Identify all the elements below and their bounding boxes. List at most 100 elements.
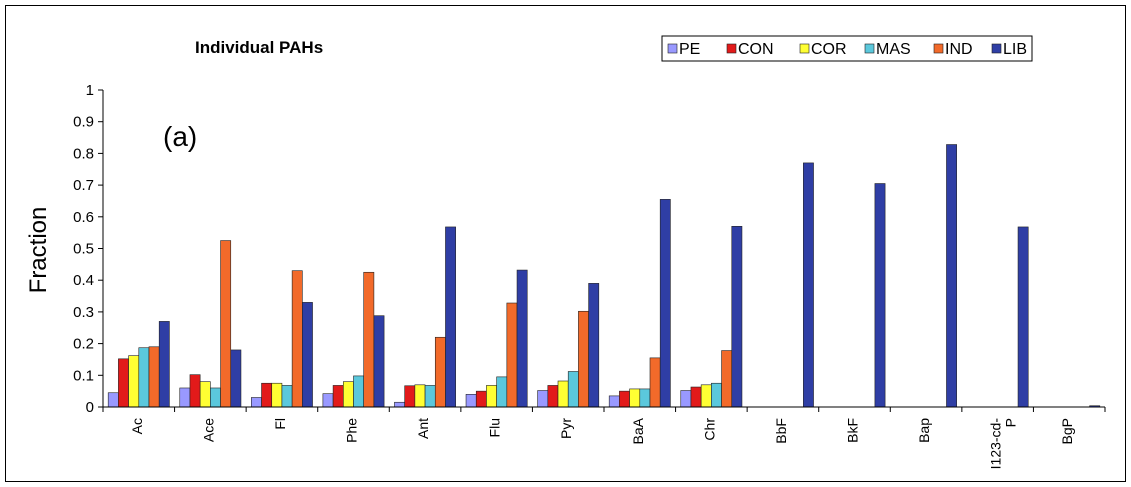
x-tick-label: BkF bbox=[845, 418, 861, 443]
y-tick-label: 0.5 bbox=[73, 241, 94, 258]
bar-cor-ace bbox=[199, 381, 211, 408]
legend-label-ind: IND bbox=[945, 41, 973, 58]
bar-pe-pyr bbox=[537, 390, 549, 408]
bar-mas-flu bbox=[496, 376, 508, 408]
bar-mas-pyr bbox=[567, 371, 579, 408]
chart-title: Individual PAHs bbox=[195, 38, 323, 57]
legend-label-pe: PE bbox=[679, 41, 700, 58]
bar-pe-ace bbox=[179, 387, 191, 408]
bar-ind-phe bbox=[363, 271, 375, 408]
y-tick-label: 0.2 bbox=[73, 336, 94, 353]
x-tick-label: BbF bbox=[773, 418, 789, 444]
bar-con-chr bbox=[690, 386, 702, 408]
x-tick-label: Fl bbox=[272, 418, 288, 430]
x-tick-label: Flu bbox=[487, 418, 503, 437]
legend-swatch-con bbox=[726, 43, 737, 54]
bar-ind-pyr bbox=[578, 310, 589, 408]
x-tick-label: BgP bbox=[1059, 418, 1075, 444]
x-tick-label: Chr bbox=[701, 418, 717, 441]
bar-ind-fl bbox=[291, 270, 303, 408]
bar-ind-flu bbox=[506, 302, 518, 408]
x-tick-label: Phe bbox=[344, 418, 360, 443]
bar-pe-baa bbox=[608, 395, 620, 408]
bar-con-pyr bbox=[547, 385, 559, 408]
bar-lib-ant bbox=[445, 226, 456, 408]
bar-mas-chr bbox=[711, 382, 722, 408]
legend-swatch-ind bbox=[933, 43, 944, 54]
x-tick-label: Bap bbox=[916, 418, 932, 443]
bar-pe-chr bbox=[680, 390, 692, 408]
bar-lib-ace bbox=[230, 349, 242, 408]
bar-lib-fl bbox=[302, 302, 313, 408]
panel-label: (a) bbox=[163, 121, 197, 152]
bars bbox=[107, 144, 1101, 408]
bar-lib-ac bbox=[158, 321, 170, 408]
bar-con-flu bbox=[475, 390, 487, 408]
x-tick-label: BaA bbox=[630, 417, 646, 444]
bar-ind-ac bbox=[148, 346, 160, 408]
y-tick-label: 0.1 bbox=[73, 367, 94, 384]
bar-ind-chr bbox=[721, 350, 733, 408]
bar-lib-chr bbox=[731, 226, 743, 408]
bar-con-fl bbox=[261, 382, 273, 408]
bar-mas-ant bbox=[424, 385, 436, 408]
bar-lib-bkf bbox=[874, 183, 886, 408]
bar-mas-fl bbox=[281, 385, 293, 408]
x-tick-label: Pyr bbox=[558, 418, 574, 439]
y-tick-label: 0.6 bbox=[73, 209, 94, 226]
bar-con-ace bbox=[189, 374, 201, 408]
bar-mas-ace bbox=[210, 387, 221, 408]
bar-mas-ac bbox=[138, 347, 150, 408]
bar-mas-baa bbox=[639, 388, 651, 408]
y-tick-label: 0.7 bbox=[73, 177, 94, 194]
y-tick-label: 0.4 bbox=[73, 272, 94, 289]
x-tick-label: I123-cd- bbox=[988, 418, 1004, 470]
bar-con-ac bbox=[118, 358, 129, 408]
y-tick-label: 0 bbox=[86, 399, 94, 416]
bar-con-phe bbox=[332, 385, 344, 408]
bar-lib-baa bbox=[659, 199, 671, 408]
x-tick-label: Ac bbox=[129, 418, 145, 434]
bar-cor-chr bbox=[700, 384, 712, 408]
bar-cor-ant bbox=[414, 384, 426, 408]
bar-mas-phe bbox=[353, 375, 364, 408]
bar-pe-phe bbox=[322, 393, 334, 408]
bar-lib-phe bbox=[373, 315, 385, 408]
bar-cor-baa bbox=[629, 388, 641, 408]
bar-pe-flu bbox=[465, 394, 477, 408]
bar-pe-ant bbox=[394, 401, 405, 408]
bar-ind-ace bbox=[220, 240, 232, 408]
bar-lib-bbf bbox=[803, 162, 814, 408]
legend-swatch-cor bbox=[799, 43, 810, 54]
x-tick-label: Ace bbox=[200, 418, 216, 442]
y-axis-label: Fraction bbox=[25, 207, 52, 294]
legend: PE CON COR MAS IND LIB bbox=[661, 35, 1033, 62]
y-tick-label: 0.8 bbox=[73, 145, 94, 162]
bar-lib-pyr bbox=[588, 283, 600, 408]
y-axis: 0 0.1 0.2 0.3 0.4 0.5 0.6 0.7 0.8 0.9 1 bbox=[73, 82, 104, 416]
y-tick-label: 1 bbox=[86, 82, 94, 99]
bar-cor-phe bbox=[342, 381, 354, 408]
legend-label-cor: COR bbox=[811, 41, 847, 58]
legend-label-con: CON bbox=[738, 41, 774, 58]
bar-lib-flu bbox=[516, 269, 528, 408]
x-tick-label: P bbox=[1003, 418, 1019, 427]
bar-lib-bap bbox=[946, 144, 957, 408]
bar-lib-i123-cd-p bbox=[1017, 226, 1029, 408]
bar-cor-pyr bbox=[557, 380, 569, 408]
bar-con-ant bbox=[404, 385, 416, 408]
legend-swatch-pe bbox=[667, 43, 678, 54]
legend-label-lib: LIB bbox=[1003, 41, 1027, 58]
bar-cor-fl bbox=[271, 382, 283, 408]
legend-swatch-lib bbox=[991, 43, 1002, 54]
bar-con-baa bbox=[619, 390, 630, 408]
x-tick-label: Ant bbox=[415, 418, 431, 439]
legend-swatch-mas bbox=[864, 43, 875, 54]
bar-pe-ac bbox=[107, 392, 119, 408]
y-tick-label: 0.3 bbox=[73, 304, 94, 321]
x-axis: Ac Ace Fl Phe Ant Flu Pyr BaA Chr BbF BkF Bap I123-c… bbox=[102, 406, 1106, 470]
legend-box bbox=[661, 35, 1033, 62]
bar-pe-fl bbox=[251, 397, 262, 408]
bar-ind-baa bbox=[649, 357, 661, 408]
